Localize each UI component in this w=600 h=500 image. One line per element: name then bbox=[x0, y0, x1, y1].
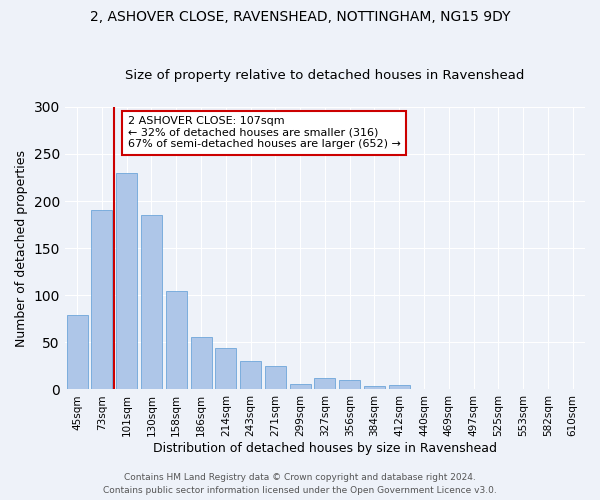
Bar bbox=[91, 210, 112, 390]
Bar bbox=[314, 378, 335, 390]
Bar bbox=[438, 388, 459, 390]
Bar bbox=[67, 315, 88, 390]
Bar bbox=[339, 380, 360, 390]
Bar bbox=[538, 388, 559, 390]
Text: Contains HM Land Registry data © Crown copyright and database right 2024.
Contai: Contains HM Land Registry data © Crown c… bbox=[103, 474, 497, 495]
Bar bbox=[191, 336, 212, 390]
X-axis label: Distribution of detached houses by size in Ravenshead: Distribution of detached houses by size … bbox=[153, 442, 497, 455]
Bar bbox=[488, 388, 509, 390]
Text: 2, ASHOVER CLOSE, RAVENSHEAD, NOTTINGHAM, NG15 9DY: 2, ASHOVER CLOSE, RAVENSHEAD, NOTTINGHAM… bbox=[90, 10, 510, 24]
Y-axis label: Number of detached properties: Number of detached properties bbox=[15, 150, 28, 346]
Bar bbox=[389, 384, 410, 390]
Bar bbox=[413, 388, 434, 390]
Bar bbox=[141, 215, 162, 390]
Bar bbox=[562, 388, 583, 390]
Bar bbox=[116, 172, 137, 390]
Bar bbox=[265, 366, 286, 390]
Bar bbox=[166, 292, 187, 390]
Bar bbox=[290, 384, 311, 390]
Text: 2 ASHOVER CLOSE: 107sqm
← 32% of detached houses are smaller (316)
67% of semi-d: 2 ASHOVER CLOSE: 107sqm ← 32% of detache… bbox=[128, 116, 401, 150]
Bar bbox=[215, 348, 236, 390]
Title: Size of property relative to detached houses in Ravenshead: Size of property relative to detached ho… bbox=[125, 69, 524, 82]
Bar bbox=[240, 361, 261, 390]
Bar bbox=[364, 386, 385, 390]
